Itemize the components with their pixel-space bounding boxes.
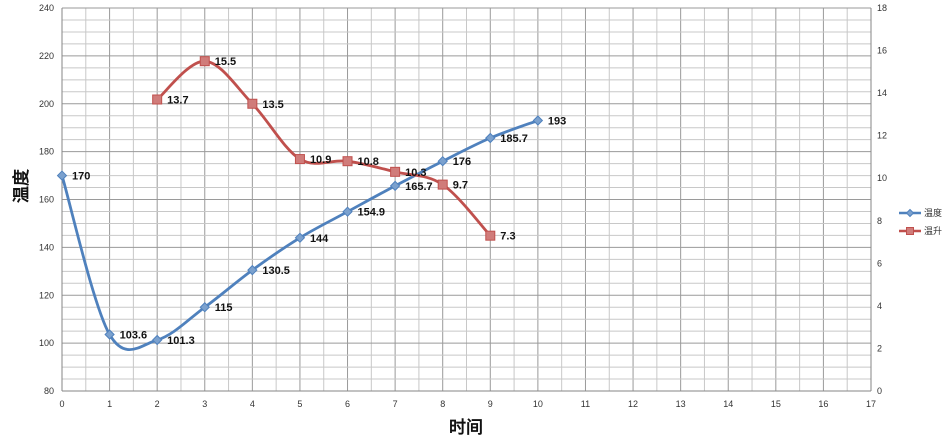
x-tick-label: 13 <box>676 399 686 409</box>
temp-rise-point <box>342 156 353 167</box>
x-tick-label: 11 <box>581 399 590 409</box>
y-axis-title: 温度 <box>11 168 32 203</box>
temp-rise-data-label: 15.5 <box>215 56 236 68</box>
y-tick-label: 240 <box>39 3 54 13</box>
legend-marker <box>905 208 915 218</box>
temperature-data-label: 154.9 <box>358 207 386 219</box>
y2-tick-label: 16 <box>877 46 887 56</box>
x-tick-label: 1 <box>107 399 112 409</box>
temperature-series-line <box>60 119 540 351</box>
x-tick-label: 3 <box>202 399 207 409</box>
y-tick-label: 160 <box>39 195 54 205</box>
y2-tick-label: 2 <box>877 343 882 353</box>
temp-rise-data-label: 9.7 <box>453 180 468 192</box>
legend-label: 温升 <box>924 226 942 237</box>
x-tick-label: 8 <box>440 399 445 409</box>
temperature-point <box>437 155 448 167</box>
x-tick-label: 6 <box>345 399 350 409</box>
temperature-point <box>342 206 353 217</box>
temperature-data-label: 103.6 <box>120 330 148 342</box>
x-tick-label: 0 <box>59 399 64 409</box>
temp-rise-data-label: 10.9 <box>310 154 331 166</box>
temp-rise-point <box>485 230 496 241</box>
temp-rise-data-label: 10.3 <box>405 167 426 179</box>
temp-rise-data-label: 13.7 <box>167 94 188 106</box>
x-tick-label: 7 <box>393 399 398 409</box>
y-tick-label: 100 <box>39 338 54 348</box>
temp-rise-point <box>437 179 448 190</box>
temperature-data-label: 176 <box>453 156 471 168</box>
temp-rise-point <box>247 98 258 109</box>
temp-rise-point <box>199 56 210 67</box>
legend-marker <box>906 227 914 235</box>
temperature-point <box>247 264 258 276</box>
y2-tick-label: 0 <box>877 386 882 396</box>
x-tick-label: 12 <box>628 399 638 409</box>
y2-tick-label: 14 <box>877 88 887 98</box>
y-tick-label: 200 <box>39 99 54 109</box>
data-labels: 170 103.6 101.3 115 130.5 144 154.9 165.7 176 185… <box>72 56 566 347</box>
temperature-point <box>151 334 163 346</box>
legend-label: 温度 <box>924 207 942 219</box>
x-tick-label: 10 <box>533 399 543 409</box>
y2-tick-label: 8 <box>877 216 882 226</box>
x-tick-label: 14 <box>723 399 733 409</box>
temperature-data-label: 170 <box>72 171 90 183</box>
temp-rise-point <box>390 166 401 177</box>
temp-rise-data-label: 13.5 <box>262 99 283 111</box>
temperature-point <box>485 132 496 144</box>
temperature-point <box>56 170 68 181</box>
temp-rise-data-label: 7.3 <box>500 231 515 243</box>
y2-tick-label: 4 <box>877 301 882 311</box>
temperature-point <box>199 302 210 313</box>
temperature-data-label: 185.7 <box>500 133 528 145</box>
temperature-data-label: 165.7 <box>405 181 433 193</box>
y2-tick-label: 10 <box>877 173 887 183</box>
temp-rise-data-label: 10.8 <box>358 156 379 168</box>
x-tick-label: 4 <box>250 399 255 409</box>
temperature-point <box>389 180 401 192</box>
temperature-data-label: 101.3 <box>167 335 195 347</box>
y-tick-label: 120 <box>39 290 54 300</box>
y2-tick-label: 12 <box>877 131 887 141</box>
gridlines <box>61 7 872 392</box>
y-tick-label: 140 <box>39 242 54 252</box>
temperature-point <box>532 115 544 126</box>
x-tick-label: 16 <box>818 399 828 409</box>
temp-rise-point <box>294 154 305 165</box>
y2-tick-label: 6 <box>877 258 882 268</box>
x-tick-label: 2 <box>155 399 160 409</box>
temp-rise-point <box>152 94 163 105</box>
x-axis-title: 时间 <box>449 417 483 438</box>
temperature-data-label: 115 <box>215 302 233 314</box>
axes: 0 1 2 3 4 5 6 7 8 9 10 11 12 13 14 15 16 1780100120140160… <box>39 3 887 409</box>
x-tick-label: 9 <box>488 399 493 409</box>
temperature-point <box>104 329 115 340</box>
temperature-point <box>294 232 306 244</box>
y-tick-label: 220 <box>39 51 54 61</box>
x-tick-label: 17 <box>866 399 876 409</box>
series <box>56 56 544 351</box>
temperature-data-label: 130.5 <box>262 265 290 277</box>
y-tick-label: 180 <box>39 147 54 157</box>
x-tick-label: 5 <box>297 399 302 409</box>
temperature-data-label: 193 <box>548 116 566 128</box>
x-tick-label: 15 <box>771 399 781 409</box>
temperature-data-label: 144 <box>310 233 329 245</box>
y-tick-label: 80 <box>44 386 54 396</box>
y2-tick-label: 18 <box>877 3 887 13</box>
